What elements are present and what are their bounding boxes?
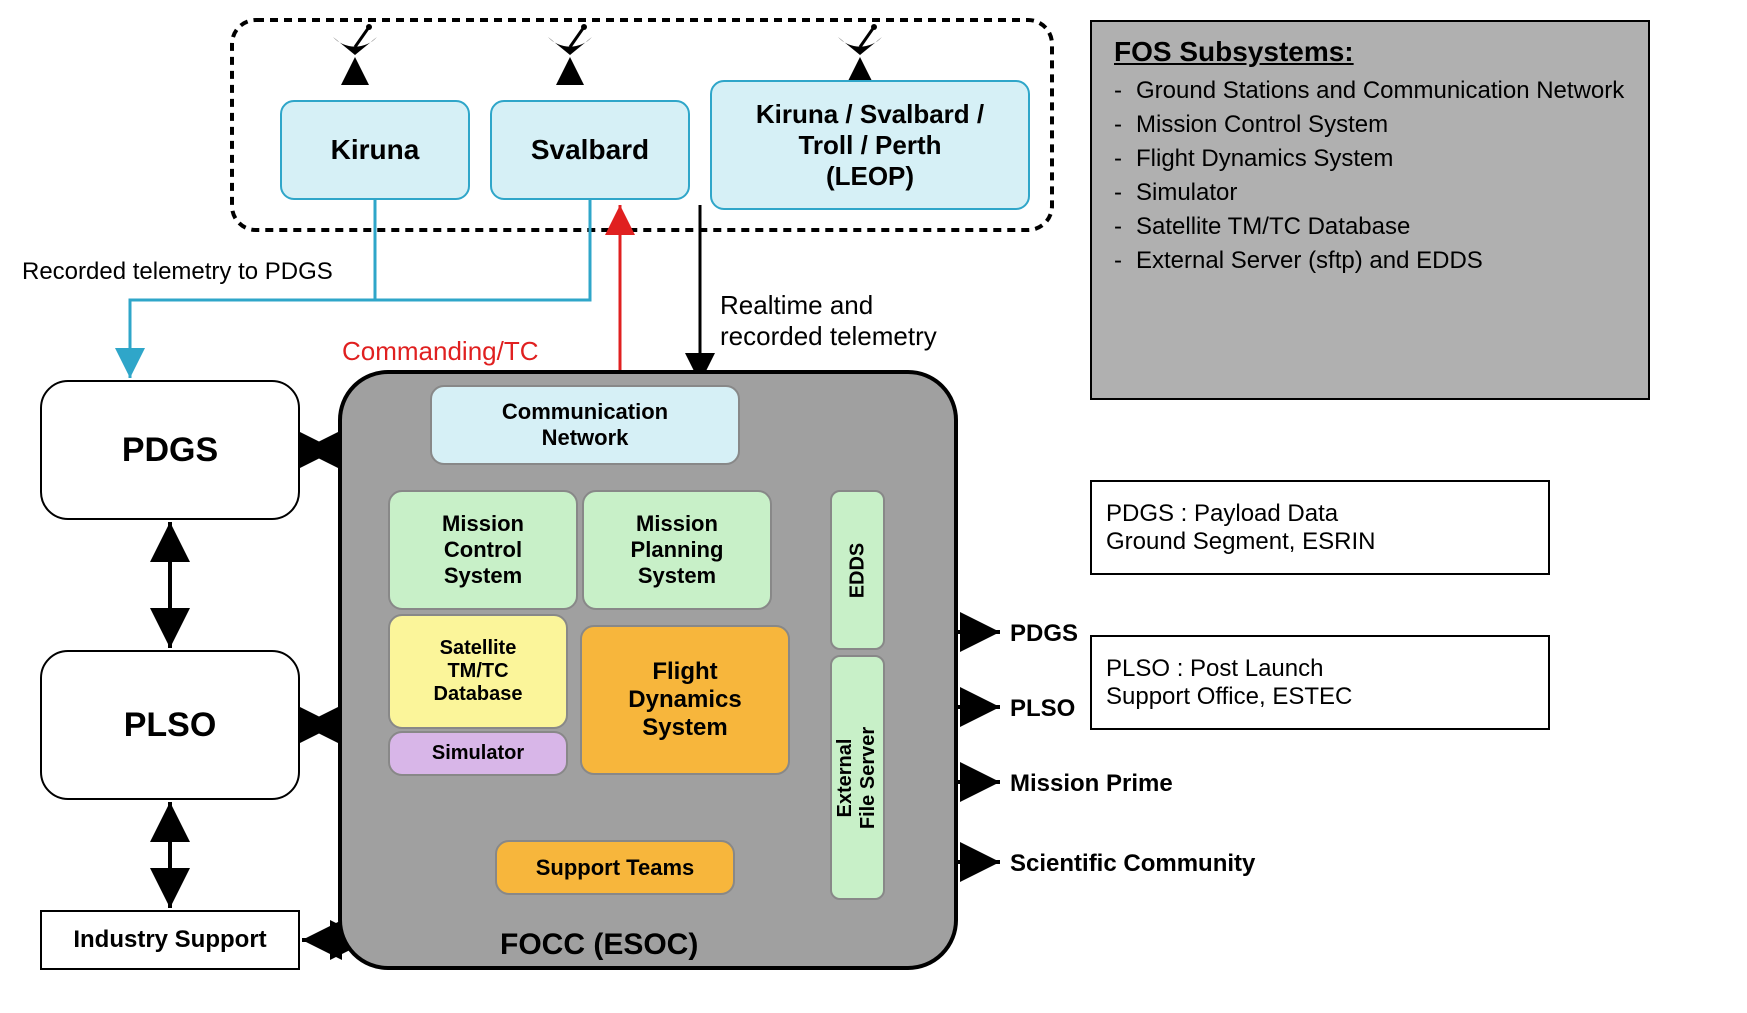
label-rec_tm_pdgs: Recorded telemetry to PDGS: [22, 258, 333, 286]
output-0: PDGS: [1010, 620, 1078, 648]
focc-comm_net: Communication Network: [430, 385, 740, 465]
output-3: Scientific Community: [1010, 850, 1255, 878]
label-commanding: Commanding/TC: [342, 336, 539, 367]
left-industry: Industry Support: [40, 910, 300, 970]
output-1: PLSO: [1010, 695, 1075, 723]
focc-support: Support Teams: [495, 840, 735, 895]
left-pdgs: PDGS: [40, 380, 300, 520]
left-plso: PLSO: [40, 650, 300, 800]
legend-fos: FOS Subsystems:-Ground Stations and Comm…: [1090, 20, 1650, 400]
focc-mps: Mission Planning System: [582, 490, 772, 610]
focc-edds: EDDS: [830, 490, 885, 650]
focc-fds: Flight Dynamics System: [580, 625, 790, 775]
output-2: Mission Prime: [1010, 770, 1173, 798]
focc-sim: Simulator: [388, 731, 568, 776]
legend-plso_def: PLSO : Post Launch Support Office, ESTEC: [1090, 635, 1550, 730]
label-realtime: Realtime and recorded telemetry: [720, 290, 937, 352]
focc-title: FOCC (ESOC): [500, 928, 698, 962]
focc-tmtc: Satellite TM/TC Database: [388, 614, 568, 729]
focc-mcs: Mission Control System: [388, 490, 578, 610]
focc-efs: External File Server: [830, 655, 885, 900]
legend-pdgs_def: PDGS : Payload Data Ground Segment, ESRI…: [1090, 480, 1550, 575]
